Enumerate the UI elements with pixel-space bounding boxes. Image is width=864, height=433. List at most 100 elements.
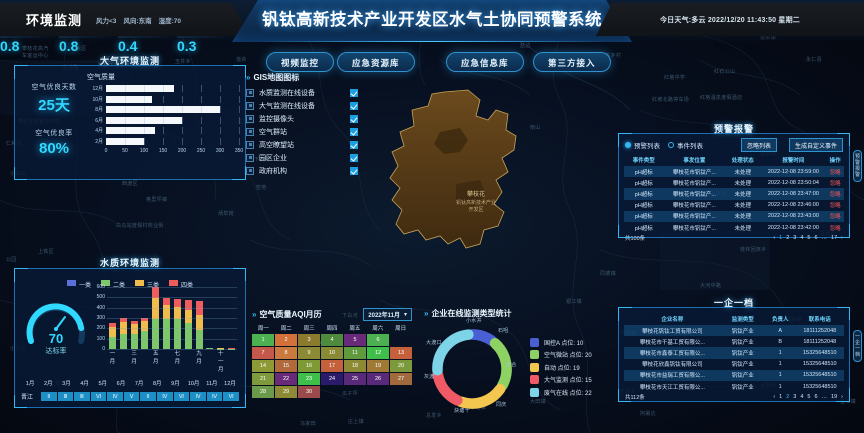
gis-item-4[interactable]: 空气群站 — [246, 125, 358, 138]
ignore-link[interactable]: 忽略 — [826, 166, 844, 178]
tab-event-list[interactable]: 事件列表 — [668, 140, 703, 150]
gis-item-2[interactable]: 大气监测在线设备 — [246, 99, 358, 112]
page-link[interactable]: ‹ — [773, 394, 776, 401]
calendar-day[interactable]: 23 — [298, 373, 320, 385]
donut-legend-item[interactable]: 国控A 点位: 10 — [530, 337, 592, 347]
checkbox-icon[interactable] — [350, 127, 358, 136]
page-link[interactable]: 1 — [779, 394, 783, 401]
calendar-day[interactable]: 5 — [344, 334, 366, 346]
table-row[interactable]: pH超标 攀枝花市钒钛产... 未处理 2022-12-08 23:47:00 忽略 — [624, 188, 844, 200]
page-link[interactable]: 5 — [807, 235, 811, 242]
page-link[interactable]: 1 — [779, 235, 783, 242]
ignore-link[interactable]: 忽略 — [829, 180, 841, 187]
donut-legend-item[interactable]: 废气在线 点位: 22 — [530, 387, 592, 397]
calendar-day[interactable]: 17 — [321, 360, 343, 372]
calendar-day[interactable]: 25 — [344, 373, 366, 385]
calendar-day[interactable]: 19 — [367, 360, 389, 372]
tab-warning-list[interactable]: 预警列表 — [625, 140, 660, 150]
ignore-link[interactable]: 忽略 — [829, 203, 841, 210]
page-link[interactable]: 3 — [793, 394, 797, 401]
page-link[interactable]: › — [841, 235, 843, 242]
water-legend-item[interactable]: 三类 — [135, 274, 159, 292]
calendar-day[interactable]: 1 — [252, 334, 274, 346]
table-row[interactable]: pH超标 攀枝花市钒钛产... 未处理 2022-12-08 23:59:00 忽略 — [624, 166, 844, 178]
checkbox-icon[interactable] — [350, 166, 358, 175]
calendar-day[interactable]: 3 — [298, 334, 320, 346]
table-row[interactable]: pH超标 攀枝花市钒钛产... 未处理 2022-12-08 23:43:00 忽略 — [624, 210, 844, 222]
donut-legend-item[interactable]: 自动 点位: 19 — [530, 362, 592, 372]
nav-button-4[interactable]: 第三方接入 — [533, 52, 611, 72]
gis-item-5[interactable]: 高空瞭望站 — [246, 138, 358, 151]
table-row[interactable]: 攀枝花欣鑫钒钛有限公司 钒钛产业 1 15325648510 — [624, 359, 844, 370]
calendar-day[interactable]: 21 — [252, 373, 274, 385]
table-row[interactable]: 攀枝花市益瑞工贸有限公... 钒钛产业 1 15325648510 — [624, 369, 844, 381]
calendar-day[interactable]: 8 — [275, 347, 297, 359]
calendar-day[interactable]: 15 — [275, 360, 297, 372]
page-link[interactable]: ‹ — [773, 235, 776, 242]
vtab-warning[interactable]: 预警报警 — [853, 150, 862, 182]
calendar-day[interactable]: 30 — [298, 386, 320, 398]
ignore-link[interactable]: 忽略 — [829, 225, 841, 232]
donut-legend[interactable]: 国控A 点位: 10 空气微站 点位: 20 自动 点位: 19 大气监测 点位: 1… — [530, 337, 592, 401]
gis-item-3[interactable]: 监控摄像头 — [246, 112, 358, 125]
calendar-day[interactable]: 18 — [344, 360, 366, 372]
nav-button-3[interactable]: 应急信息库 — [446, 52, 524, 72]
table-row[interactable]: 攀枝花市干基工贸有限公... 钒钛产业 B 18111252048 — [624, 336, 844, 347]
calendar-day[interactable]: 24 — [321, 373, 343, 385]
calendar-day[interactable]: 2 — [275, 334, 297, 346]
page-link[interactable]: 17 — [831, 235, 838, 242]
calendar-day[interactable]: 16 — [298, 360, 320, 372]
page-link[interactable]: 6 — [814, 394, 818, 401]
gis-item-7[interactable]: 政府机构 — [246, 164, 358, 177]
enterprise-page-links[interactable]: ‹ 1 2 3 4 5 6… 19 › — [773, 394, 843, 400]
calendar-day[interactable]: 10 — [321, 347, 343, 359]
table-row[interactable]: pH超标 攀枝花市钒钛产... 未处理 2022-12-08 23:42:00 忽略 — [624, 222, 844, 233]
gis-item-1[interactable]: 水质监测在线设备 — [246, 86, 358, 99]
calendar-day[interactable]: 6 — [367, 334, 389, 346]
calendar-day[interactable]: 7 — [252, 347, 274, 359]
page-link[interactable]: 4 — [800, 235, 804, 242]
nav-button-1[interactable]: 视频监控 — [266, 52, 335, 72]
checkbox-icon[interactable] — [350, 114, 358, 123]
checkbox-icon[interactable] — [350, 153, 358, 162]
water-legend-item[interactable]: 四类 — [169, 274, 193, 292]
ignore-link[interactable]: 忽略 — [826, 210, 844, 222]
page-link[interactable]: … — [821, 394, 828, 401]
calendar-day[interactable]: 26 — [367, 373, 389, 385]
vtab-enterprise[interactable]: 一企一档 — [853, 330, 862, 362]
calendar-day[interactable]: 9 — [298, 347, 320, 359]
checkbox-icon[interactable] — [350, 88, 358, 97]
nav-button-2[interactable]: 应急资源库 — [337, 52, 415, 72]
calendar-day[interactable]: 28 — [252, 386, 274, 398]
donut-legend-item[interactable]: 大气监测 点位: 15 — [530, 375, 592, 385]
page-link[interactable]: 4 — [800, 394, 804, 401]
gis-item-6[interactable]: 园区企业 — [246, 151, 358, 164]
calendar-day[interactable]: 27 — [390, 373, 412, 385]
page-link[interactable]: 3 — [793, 235, 797, 242]
table-row[interactable]: 攀枝花市鑫泰工贸有限公... 钒钛产业 1 15325648510 — [624, 347, 844, 359]
water-legend-item[interactable]: 二类 — [100, 274, 125, 292]
page-link[interactable]: › — [841, 394, 843, 401]
page-link[interactable]: 5 — [807, 394, 811, 401]
calendar-day[interactable]: 29 — [275, 386, 297, 398]
page-link[interactable]: 19 — [831, 394, 838, 401]
calendar-day[interactable]: 12 — [367, 347, 389, 359]
checkbox-icon[interactable] — [350, 140, 358, 149]
calendar-day[interactable]: 4 — [321, 334, 343, 346]
calendar-day[interactable]: 22 — [275, 373, 297, 385]
table-row[interactable]: pH超标 攀枝花市钒钛产... 未处理 2022-12-08 23:46:00 忽略 — [624, 200, 844, 211]
ignore-list-button[interactable]: 忽略列表 — [740, 138, 777, 152]
page-link[interactable]: 2 — [786, 235, 790, 242]
page-link[interactable]: 2 — [786, 394, 790, 401]
create-custom-event-button[interactable]: 生成自定义事件 — [788, 138, 843, 152]
calendar-day[interactable]: 14 — [252, 360, 274, 372]
water-legend-item[interactable]: 一类 — [66, 274, 91, 292]
calendar-day[interactable]: 11 — [344, 347, 366, 359]
table-row[interactable]: 攀枝花市天江工贸有限公... 钒钛产业 1 15325648510 — [624, 381, 844, 392]
calendar-day[interactable]: 20 — [390, 360, 412, 372]
calendar-day[interactable]: 13 — [390, 347, 412, 359]
page-link[interactable]: 6 — [814, 235, 818, 242]
warning-page-links[interactable]: ‹ 1 2 3 4 5 6… 17 › — [773, 235, 843, 241]
donut-legend-item[interactable]: 空气微站 点位: 20 — [530, 350, 592, 360]
ignore-link[interactable]: 忽略 — [826, 188, 844, 200]
